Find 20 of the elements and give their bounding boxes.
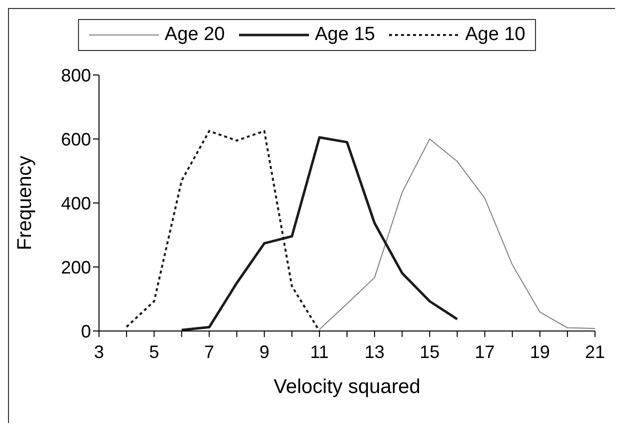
x-tick-label: 7 [204, 342, 214, 362]
x-tick-label: 13 [364, 342, 385, 362]
legend-label: Age 20 [164, 24, 225, 46]
x-tick-label: 5 [149, 342, 160, 362]
x-tick-label: 21 [584, 342, 606, 362]
y-axis-title: Frequency [14, 156, 36, 250]
legend-label: Age 10 [465, 24, 526, 46]
y-tick-label: 800 [60, 65, 91, 86]
x-tick-label: 9 [259, 342, 270, 362]
y-tick-label: 0 [80, 321, 91, 342]
y-tick-label: 200 [60, 257, 91, 278]
legend-label: Age 15 [314, 24, 376, 46]
y-tick-label: 600 [60, 129, 91, 150]
x-tick-label: 3 [94, 342, 104, 362]
x-tick-label: 17 [474, 342, 495, 362]
y-tick-label: 400 [60, 193, 91, 214]
x-tick-label: 19 [530, 342, 550, 362]
x-tick-label: 11 [310, 342, 329, 362]
x-tick-label: 15 [420, 342, 440, 362]
x-axis-title: Velocity squared [274, 376, 420, 398]
